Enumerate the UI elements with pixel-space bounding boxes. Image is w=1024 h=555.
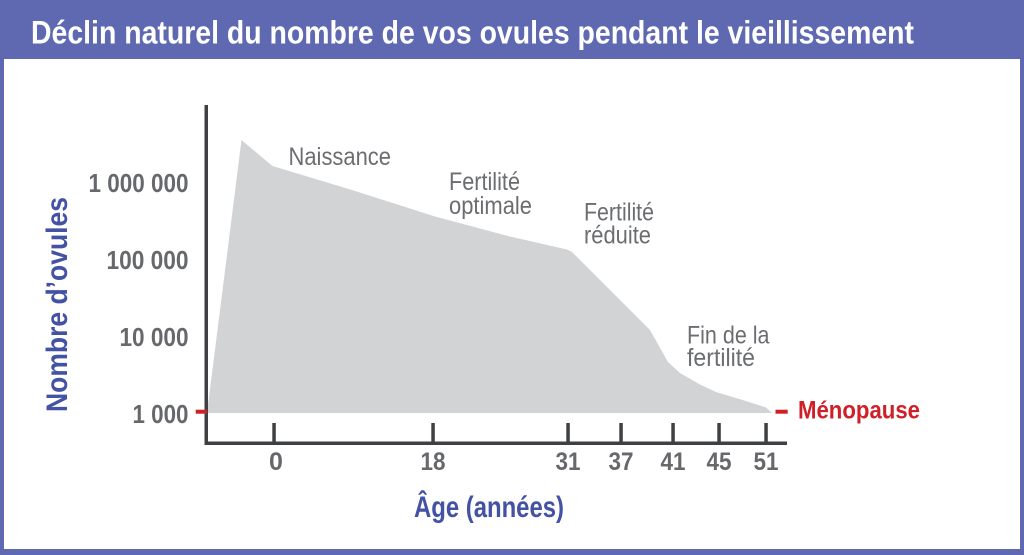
- svg-text:1 000: 1 000: [133, 399, 189, 429]
- svg-text:fertilité: fertilité: [687, 344, 755, 372]
- svg-text:37: 37: [609, 448, 634, 476]
- svg-text:41: 41: [661, 448, 686, 476]
- svg-text:1 000 000: 1 000 000: [89, 168, 189, 198]
- svg-text:100 000: 100 000: [107, 245, 189, 275]
- svg-text:45: 45: [707, 448, 732, 476]
- svg-text:0: 0: [269, 448, 283, 476]
- svg-text:Naissance: Naissance: [289, 143, 392, 171]
- svg-text:Fin de la: Fin de la: [687, 322, 770, 350]
- svg-text:51: 51: [754, 448, 779, 476]
- svg-text:10 000: 10 000: [120, 322, 189, 352]
- svg-text:optimale: optimale: [449, 192, 532, 220]
- svg-text:31: 31: [556, 448, 581, 476]
- svg-text:Fertilité: Fertilité: [584, 199, 654, 227]
- svg-text:Nombre d’ovules: Nombre d’ovules: [41, 197, 74, 412]
- svg-text:réduite: réduite: [584, 222, 651, 250]
- svg-text:Déclin naturel du nombre de vo: Déclin naturel du nombre de vos ovules p…: [31, 15, 914, 51]
- svg-text:Fertilité: Fertilité: [449, 168, 520, 196]
- svg-text:Ménopause: Ménopause: [798, 397, 920, 425]
- svg-text:18: 18: [421, 448, 446, 476]
- svg-text:Âge (années): Âge (années): [414, 490, 564, 524]
